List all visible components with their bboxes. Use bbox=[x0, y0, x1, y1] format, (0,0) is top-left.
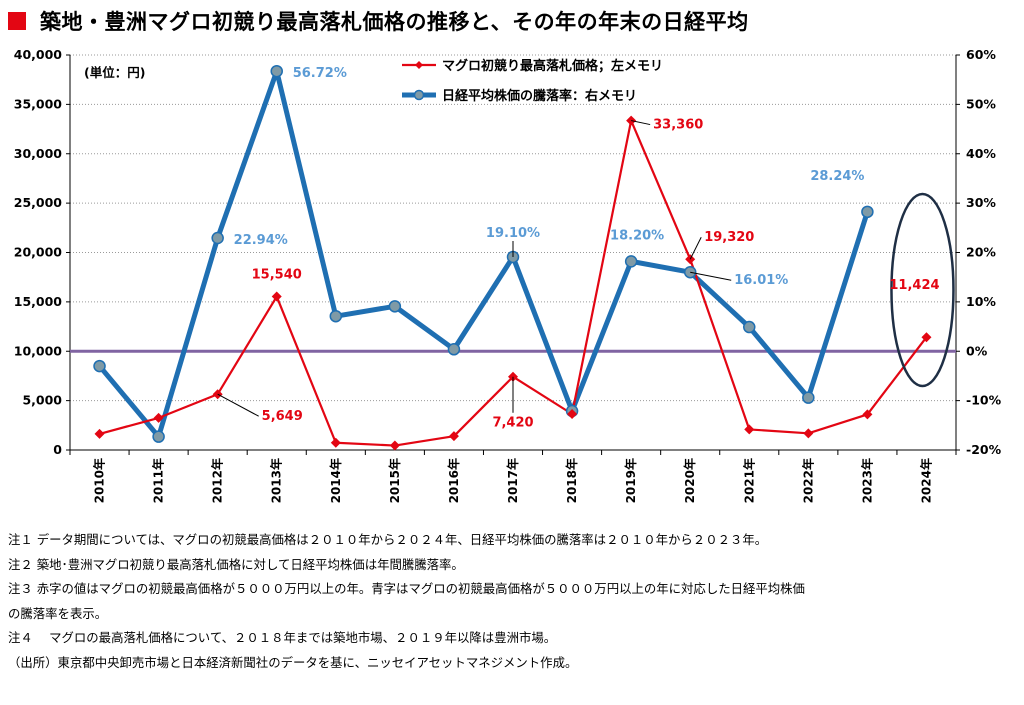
x-axis-tick-label: 2024年 bbox=[918, 458, 933, 503]
nikkei-change-line bbox=[97, 68, 870, 440]
x-axis-tick-label: 2022年 bbox=[800, 458, 815, 503]
nikkei-point bbox=[861, 205, 874, 219]
x-axis-tick-label: 2011年 bbox=[151, 458, 166, 503]
nikkei-point bbox=[624, 255, 638, 268]
right-axis-tick-label: -10% bbox=[966, 393, 1002, 408]
tuna-price-point bbox=[389, 440, 400, 451]
data-label: 16.01% bbox=[734, 273, 788, 288]
data-label: 18.20% bbox=[610, 228, 664, 243]
tuna-price-point bbox=[330, 437, 341, 448]
line-chart: 0 5,000 10,000 15,000 20,000 25,000 30,000 35,0… bbox=[14, 47, 1002, 503]
left-axis-tick-label: 40,000 bbox=[14, 47, 63, 62]
title-marker-square bbox=[8, 12, 26, 30]
nikkei-point bbox=[329, 309, 343, 323]
x-axis-tick-label: 2014年 bbox=[328, 458, 343, 503]
x-axis-tick-label: 2015年 bbox=[387, 458, 402, 503]
tuna-price-point bbox=[862, 409, 873, 420]
left-axis-tick-label: 35,000 bbox=[14, 96, 63, 111]
right-axis-tick-label: 10% bbox=[966, 294, 996, 309]
left-axis-tick-label: 20,000 bbox=[14, 245, 63, 260]
nikkei-point bbox=[388, 300, 402, 313]
right-axis-tick-label: 40% bbox=[966, 146, 996, 161]
x-axis-tick-label: 2013年 bbox=[269, 458, 284, 503]
x-axis-tick-label: 2017年 bbox=[505, 458, 520, 503]
footnotes: 注１ データ期間については、マグロの初競最高価格は２０１０年から２０２４年、日経… bbox=[8, 528, 1018, 675]
highlight-ellipse bbox=[890, 192, 955, 388]
left-axis-tick-label: 0 bbox=[53, 442, 62, 457]
tuna-price-point bbox=[153, 412, 164, 423]
left-axis-tick-label: 30,000 bbox=[14, 146, 63, 161]
footnote-4: 注４ マグロの最高落札価格について、２０１８年までは築地市場、２０１９年以降は豊… bbox=[8, 630, 557, 645]
right-axis-tick-label: -20% bbox=[966, 442, 1002, 457]
footnote-3-cont: の騰落率を表示。 bbox=[8, 605, 108, 621]
x-axis-tick-label: 2019年 bbox=[623, 458, 638, 503]
x-axis-tick-label: 2010年 bbox=[92, 458, 107, 503]
data-label-leader bbox=[689, 236, 702, 260]
legend-nikkei-marker bbox=[413, 89, 425, 101]
tuna-price-point bbox=[448, 431, 459, 442]
left-axis-tick-label: 5,000 bbox=[22, 393, 62, 408]
data-label: 19.10% bbox=[486, 226, 540, 241]
nikkei-point bbox=[152, 430, 165, 443]
footnote-2: 注２ 築地･豊洲マグロ初競り最高落札価格に対して日経平均株価は年間騰騰落率。 bbox=[8, 556, 464, 572]
data-label: 22.94% bbox=[234, 233, 288, 248]
unit-label: (単位：円) bbox=[84, 65, 145, 80]
right-axis-tick-label: 0% bbox=[966, 343, 988, 358]
data-label: 28.24% bbox=[810, 169, 864, 184]
right-axis-tick-label: 30% bbox=[966, 195, 996, 210]
legend-price-marker bbox=[415, 61, 423, 69]
tuna-price-point bbox=[271, 291, 282, 302]
right-axis-tick-label: 20% bbox=[966, 245, 996, 260]
tuna-price-point bbox=[567, 409, 578, 420]
data-label: 33,360 bbox=[653, 118, 703, 133]
right-axis-tick-label: 50% bbox=[966, 96, 996, 111]
left-axis-tick-label: 15,000 bbox=[14, 294, 63, 309]
chart-title-text: 築地・豊洲マグロ初競り最高落札価格の推移と、その年の年末の日経平均 bbox=[40, 10, 749, 34]
data-label: 7,420 bbox=[492, 416, 533, 431]
nikkei-point bbox=[743, 320, 756, 334]
footnote-3: 注３ 赤字の値はマグロの初競最高価格が５０００万円以上の年。青字はマグロの初競最… bbox=[8, 581, 805, 596]
tuna-price-point bbox=[744, 424, 755, 435]
data-label: 19,320 bbox=[704, 230, 754, 245]
data-label: 15,540 bbox=[252, 268, 302, 283]
footnote-1: 注１ データ期間については、マグロの初競最高価格は２０１０年から２０２４年、日経… bbox=[8, 532, 768, 547]
x-axis-tick-label: 2021年 bbox=[741, 458, 756, 503]
nikkei-point bbox=[270, 64, 283, 78]
legend-price-label: マグロ初競り最高落札価格；左メモリ bbox=[442, 58, 663, 74]
tuna-price-point bbox=[803, 428, 814, 439]
data-label: 56.72% bbox=[293, 66, 347, 81]
x-axis-tick-label: 2016年 bbox=[446, 458, 461, 503]
x-axis-tick-label: 2012年 bbox=[210, 458, 225, 503]
data-label-leader bbox=[690, 271, 732, 281]
nikkei-point bbox=[211, 231, 224, 245]
data-label: 11,424 bbox=[889, 278, 939, 293]
left-axis-tick-label: 25,000 bbox=[14, 195, 63, 210]
source-note: （出所）東京都中央卸売市場と日本経済新聞社のデータを基に、ニッセイアセットマネジ… bbox=[8, 654, 578, 670]
x-axis-tick-label: 2020年 bbox=[682, 458, 697, 503]
x-axis-tick-label: 2023年 bbox=[859, 458, 874, 503]
x-axis-tick-label: 2018年 bbox=[564, 458, 579, 503]
data-label-leader bbox=[631, 120, 651, 126]
tuna-price-point bbox=[94, 428, 105, 439]
nikkei-point bbox=[447, 343, 461, 356]
nikkei-point bbox=[802, 391, 815, 404]
left-axis-tick-label: 10,000 bbox=[14, 343, 63, 358]
right-axis-tick-label: 60% bbox=[966, 47, 996, 62]
legend-nikkei-label: 日経平均株価の騰落率：右メモリ bbox=[442, 88, 637, 104]
data-label: 5,649 bbox=[262, 409, 303, 424]
chart-title: 築地・豊洲マグロ初競り最高落札価格の推移と、その年の年末の日経平均 bbox=[8, 6, 749, 36]
nikkei-point bbox=[93, 359, 106, 373]
tuna-price-point bbox=[921, 332, 932, 343]
data-label-leader bbox=[217, 393, 259, 417]
